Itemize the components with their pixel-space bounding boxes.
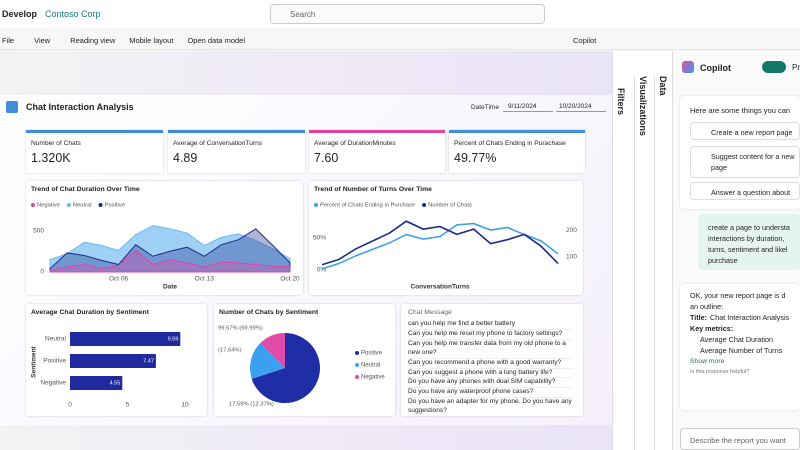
metric-item: Average Chat Duration — [700, 335, 773, 344]
kpi-card — [26, 130, 163, 173]
menu-bar — [0, 28, 800, 50]
copilot-button[interactable]: Copilot — [573, 36, 597, 45]
copilot-title: Copilot — [700, 63, 731, 73]
response-line: OK, your new report page is d — [690, 291, 786, 300]
pie-chart-card — [214, 304, 395, 416]
menu-items: File View Reading view Mobile layout Open da… — [2, 36, 302, 48]
line-chart-card — [309, 181, 583, 295]
table-row: Can you recommend a phone with a good wa… — [408, 359, 573, 369]
filters-pane[interactable]: Filters — [616, 88, 626, 116]
chart-title: Number of Chats by Sentiment — [219, 309, 319, 316]
message-line: interactions by duration, — [708, 234, 785, 243]
response-card — [680, 284, 800, 410]
menu-item[interactable]: View — [34, 36, 51, 45]
message-line: turns, sentiment and likel — [708, 245, 788, 254]
chart-title: Trend of Chat Duration Over Time — [31, 186, 140, 193]
side-panes — [612, 51, 672, 450]
table-header: Chat Message — [408, 309, 452, 316]
suggestion[interactable]: Create a new report page — [690, 122, 800, 140]
table-row: Can you help me transfer data from my ol… — [408, 340, 573, 359]
workspace[interactable]: Contoso Corp — [45, 9, 101, 19]
kpi-value: 49.77% — [454, 151, 497, 165]
metric-item: Average Number of Turns — [700, 346, 783, 355]
visualizations-pane[interactable]: Visualizations — [634, 76, 648, 450]
chart-title: Average Chat Duration by Sentiment — [31, 309, 149, 316]
table-row: Can you suggest a phone with a long batt… — [408, 369, 573, 379]
table-row: Do you have an adapter for my phone. Do … — [408, 398, 573, 415]
kpi-label: Percent of Chats Ending in Purachase — [454, 140, 566, 147]
suggestion[interactable]: Suggest content for a new page — [690, 146, 800, 178]
kpi-value: 1.320K — [31, 151, 71, 165]
kpi-label: Average of DurationMinutes — [314, 140, 396, 147]
metrics-label: Key metrics: — [690, 324, 734, 333]
kpi-value: 7.60 — [314, 151, 339, 165]
title-line: Title: Chat Interaction Analysis — [690, 312, 800, 323]
kpi-card — [449, 130, 585, 173]
show-more[interactable]: Show more — [690, 358, 725, 365]
report-title: Chat Interaction Analysis — [26, 102, 134, 112]
area-chart-card — [26, 181, 303, 295]
message-line: create a page to understa — [708, 223, 790, 232]
app-name[interactable]: Develop — [2, 9, 38, 19]
chart-title: Trend of Number of Turns Over Time — [314, 186, 432, 193]
date-from[interactable]: 9/11/2024 — [503, 101, 553, 112]
menu-item[interactable]: Mobile layout — [129, 36, 174, 45]
table-row: can you help me find a better battery — [408, 320, 573, 330]
user-message-bubble — [698, 214, 800, 270]
menu-item[interactable]: Open data model — [187, 36, 245, 45]
feedback: Is this response helpful? — [690, 369, 750, 375]
date-to[interactable]: 10/20/2024 — [556, 101, 606, 112]
title-value: Chat Interaction Analysis — [710, 313, 790, 322]
table-row: Do you have any phones with dual SIM cap… — [408, 378, 573, 389]
copilot-icon — [682, 61, 694, 73]
suggestions-card — [680, 96, 800, 209]
kpi-value: 4.89 — [173, 151, 198, 165]
prompt-placeholder: Describe the report you want — [690, 436, 786, 445]
menu-item[interactable]: Reading view — [70, 36, 116, 45]
search-box[interactable] — [270, 4, 545, 24]
report-icon — [6, 101, 18, 113]
response-line: an outline: — [690, 302, 724, 311]
toggle-label: Pr — [792, 63, 800, 72]
response: OK, your new report page is d an outline:… — [690, 290, 800, 410]
kpi-label: Average of ConversationTurns — [173, 140, 263, 147]
search-placeholder: Search — [290, 10, 316, 19]
table-row: Do you have any waterproof phone cases? — [408, 388, 573, 399]
date-label: DateTime — [471, 104, 499, 111]
title-label: Title: — [690, 313, 708, 322]
message-line: purchase — [708, 256, 738, 265]
toggle[interactable] — [762, 61, 786, 73]
kpi-card — [309, 130, 445, 173]
table-rows: can you help me find a better battery Can… — [408, 320, 573, 415]
user-message: create a page to understa interactions by… — [708, 222, 800, 272]
suggestion[interactable]: Answer a question about — [690, 182, 800, 200]
bar-chart-card — [26, 304, 207, 416]
menu-item[interactable]: File — [2, 36, 15, 45]
intro: Here are some things you can — [690, 106, 791, 115]
data-pane[interactable]: Data — [654, 76, 668, 450]
table-row: Can you help me reset my phone to factor… — [408, 330, 573, 340]
kpi-label: Number of Chats — [31, 140, 81, 147]
kpi-card — [168, 130, 305, 173]
